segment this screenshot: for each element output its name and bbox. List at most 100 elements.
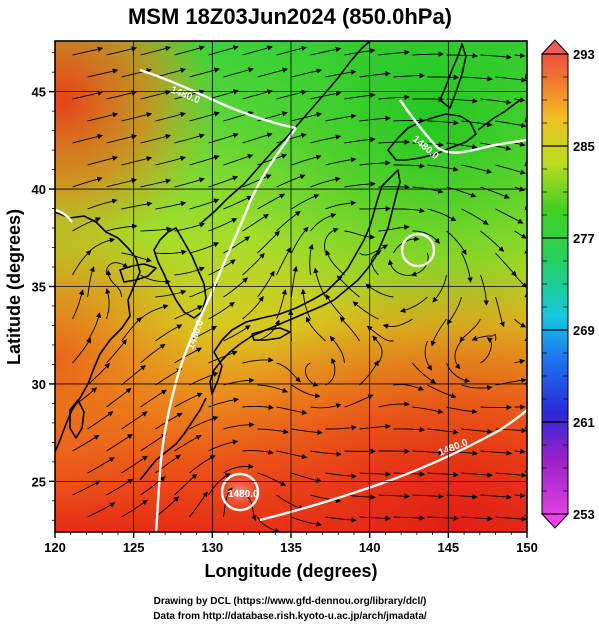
x-tick-label: 130: [201, 540, 223, 555]
coastline-ryukyu: [139, 397, 207, 481]
streamline-arrow: [276, 406, 308, 415]
streamline-arrow: [72, 90, 104, 100]
contour-closed-south: [220, 472, 260, 512]
streamline-arrow: [291, 226, 309, 254]
streamline-arrow: [310, 450, 342, 457]
streamline-arrow: [242, 295, 264, 320]
streamline-arrow: [174, 305, 203, 320]
streamline-arrow: [72, 434, 100, 452]
streamline-arrow: [106, 90, 138, 100]
streamline-arrow: [174, 347, 202, 364]
streamline-arrow: [257, 428, 289, 435]
streamline-arrow: [291, 111, 323, 122]
streamline-arrow: [72, 176, 103, 188]
contour-label: 1480.0: [228, 489, 259, 500]
streamline-arrow: [276, 362, 301, 383]
streamline-arrow: [242, 357, 274, 364]
streamline-arrow: [105, 269, 122, 298]
streamline-arrow: [495, 252, 517, 277]
streamline-arrow: [276, 450, 308, 460]
streamline-arrow: [461, 208, 489, 225]
streamline-arrow: [393, 515, 425, 521]
streamline-arrow: [430, 318, 447, 347]
streamline-arrow: [121, 317, 142, 342]
streamline-arrow: [454, 340, 462, 370]
streamline-arrow: [87, 312, 102, 342]
streamline-arrow: [174, 435, 202, 452]
streamline-arrow: [325, 293, 345, 320]
streamline-arrow: [495, 516, 527, 522]
streamline-arrow: [291, 516, 322, 527]
contour-line-west: [55, 208, 73, 223]
streamline-arrow: [399, 296, 428, 313]
streamline-arrow: [359, 515, 391, 521]
streamline-arrow: [105, 288, 111, 320]
streamline-arrow: [446, 142, 478, 150]
streamline-arrow: [174, 392, 203, 408]
coastline-china: [55, 211, 141, 453]
streamline-arrow: [461, 428, 493, 435]
streamline-arrow: [432, 274, 447, 303]
streamline-arrow: [412, 362, 437, 384]
streamline-arrow: [87, 155, 118, 166]
y-axis-title: Latitude (degrees): [4, 209, 24, 365]
streamline-arrow: [378, 401, 410, 408]
streamline-arrow: [446, 406, 478, 415]
colorbar: 293 285 277 269 261 253: [540, 39, 595, 529]
streamline-arrow: [359, 71, 391, 78]
streamline-arrow: [461, 384, 493, 391]
streamline-arrow: [189, 67, 220, 78]
streamline-arrow: [106, 387, 132, 408]
streamline-arrow: [352, 301, 379, 320]
streamline-arrow: [72, 480, 101, 496]
streamline-arrow: [480, 494, 512, 500]
contour-line-north: [139, 68, 297, 130]
streamline-arrow: [461, 472, 493, 478]
streamline-arrow: [242, 404, 274, 410]
credit-data: Data from http://database.rish.kyoto-u.a…: [153, 611, 427, 622]
credit-drawing: Drawing by DCL (https://www.gfd-dennou.o…: [154, 596, 427, 607]
streamline-arrow: [140, 45, 171, 56]
streamline-arrow: [325, 425, 357, 431]
streamline-arrow: [208, 45, 239, 56]
streamline-arrow: [427, 515, 459, 521]
streamline-arrow: [140, 433, 167, 452]
streamline-arrow: [393, 163, 425, 169]
streamline-arrow: [427, 74, 459, 81]
streamline-arrow: [310, 90, 342, 100]
streamline-arrow: [87, 457, 115, 474]
streamline-arrow: [223, 154, 254, 166]
streamline-arrow: [359, 160, 391, 166]
streamline-arrow: [427, 428, 459, 435]
streamline-arrow: [514, 274, 527, 288]
streamline-arrow: [412, 406, 444, 415]
streamline-arrow: [378, 94, 410, 100]
streamline-arrow: [208, 218, 238, 232]
streamline-arrow: [495, 164, 526, 175]
streamline-arrow: [87, 198, 118, 210]
streamline-arrow: [106, 478, 134, 496]
streamline-arrow: [495, 472, 527, 478]
streamline-arrow: [446, 494, 478, 500]
graticule: [55, 41, 527, 532]
streamline-arrow: [174, 266, 205, 276]
streamline-arrow: [189, 325, 218, 342]
streamline-arrow: [189, 491, 208, 518]
streamline-arrow: [495, 296, 505, 328]
streamline-arrow: [427, 120, 459, 126]
streamline-arrow: [310, 46, 342, 56]
streamline-arrow: [310, 494, 342, 504]
streamline-arrow: [155, 67, 186, 78]
streamline-arrow: [412, 141, 444, 148]
streamline-arrow: [325, 357, 337, 386]
streamline-arrow: [140, 178, 172, 188]
streamline-arrow: [495, 120, 527, 128]
streamline-arrow: [471, 333, 497, 342]
streamline-arrow: [140, 304, 169, 320]
streamline-arrow: [72, 250, 92, 276]
warm-vortex-south: [216, 472, 264, 512]
streamline-arrow: [325, 472, 357, 479]
streamline-arrow: [514, 52, 526, 59]
streamline-arrow: [480, 404, 512, 411]
